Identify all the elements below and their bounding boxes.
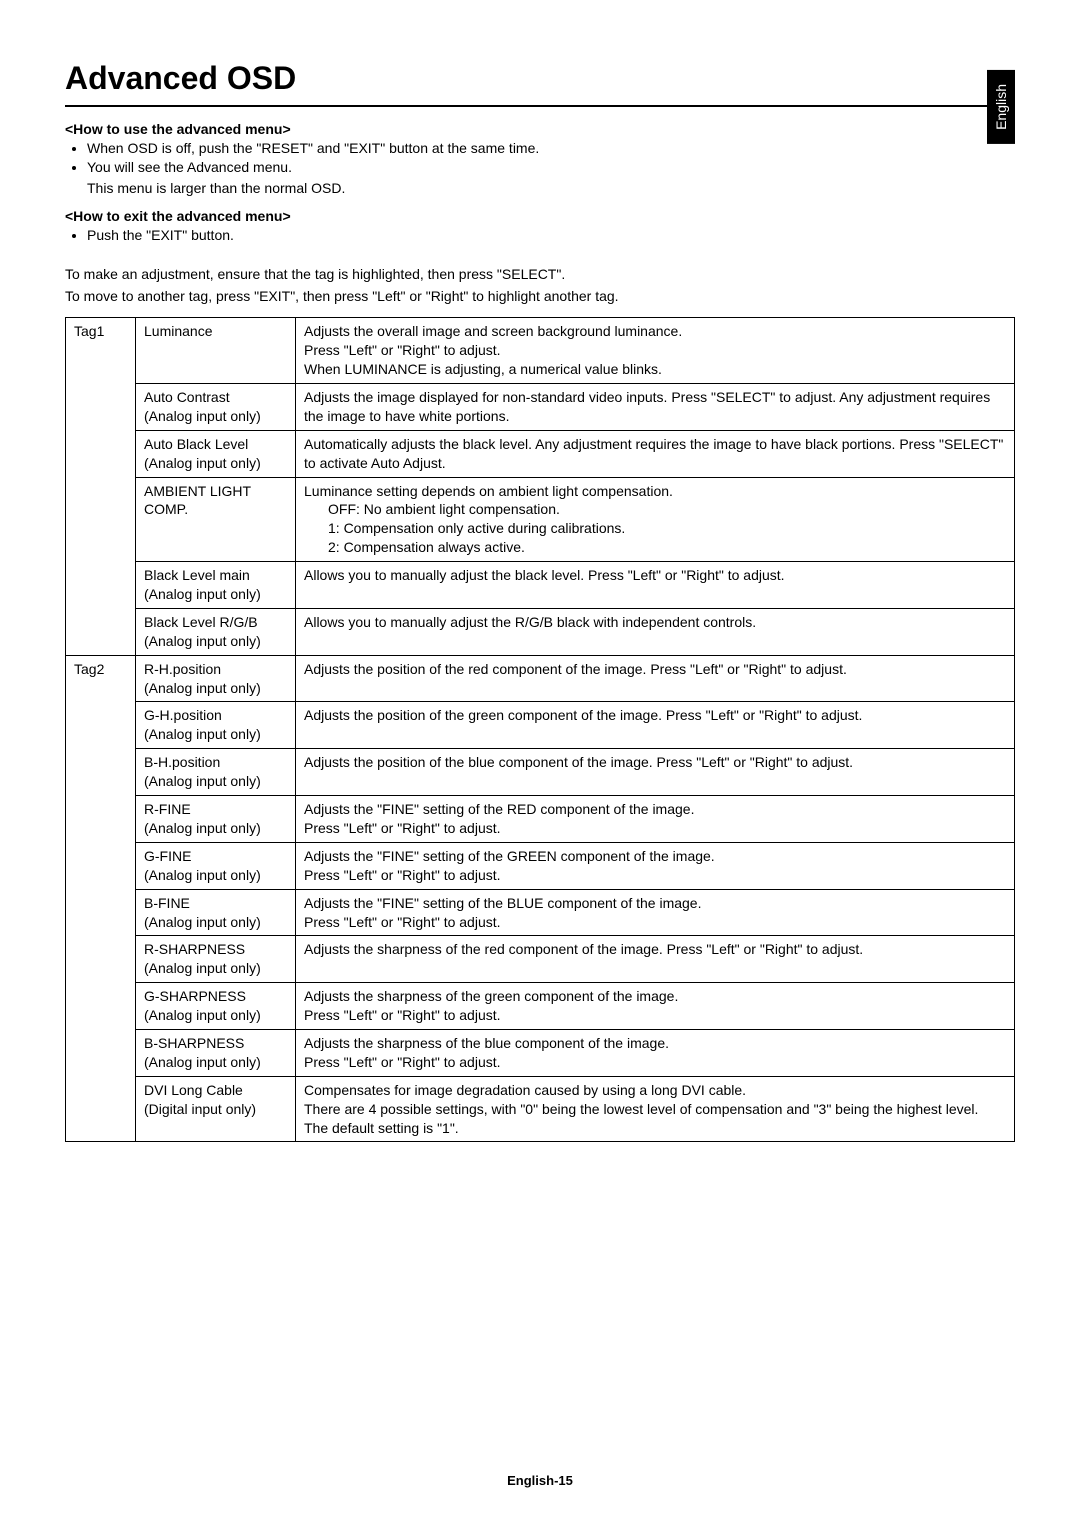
howto-exit-list: Push the "EXIT" button. [65, 226, 1015, 245]
setting-desc-cell: Adjusts the image displayed for non-stan… [296, 384, 1015, 431]
setting-desc-cell: Adjusts the sharpness of the red compone… [296, 936, 1015, 983]
setting-desc-cell: Adjusts the "FINE" setting of the BLUE c… [296, 889, 1015, 936]
setting-desc-cell: Automatically adjusts the black level. A… [296, 430, 1015, 477]
setting-desc-cell: Compensates for image degradation caused… [296, 1076, 1015, 1142]
setting-name-cell: R-SHARPNESS(Analog input only) [136, 936, 296, 983]
page-footer: English-15 [0, 1473, 1080, 1488]
setting-desc-cell: Luminance setting depends on ambient lig… [296, 477, 1015, 562]
setting-desc-cell: Adjusts the "FINE" setting of the RED co… [296, 796, 1015, 843]
table-row: Auto Black Level(Analog input only)Autom… [66, 430, 1015, 477]
intro-line-1: To make an adjustment, ensure that the t… [65, 266, 565, 282]
setting-desc-cell: Adjusts the "FINE" setting of the GREEN … [296, 842, 1015, 889]
howto-use-heading: <How to use the advanced menu> [65, 121, 1015, 137]
table-row: R-SHARPNESS(Analog input only)Adjusts th… [66, 936, 1015, 983]
table-row: Tag1LuminanceAdjusts the overall image a… [66, 318, 1015, 384]
howto-use-item: When OSD is off, push the "RESET" and "E… [87, 139, 1015, 158]
setting-desc-cell: Adjusts the sharpness of the green compo… [296, 983, 1015, 1030]
setting-desc-cell: Adjusts the position of the blue compone… [296, 749, 1015, 796]
table-row: AMBIENT LIGHT COMP.Luminance setting dep… [66, 477, 1015, 562]
setting-name-cell: Black Level R/G/B(Analog input only) [136, 608, 296, 655]
table-row: B-SHARPNESS(Analog input only)Adjusts th… [66, 1029, 1015, 1076]
table-row: B-H.position(Analog input only)Adjusts t… [66, 749, 1015, 796]
setting-name-cell: B-H.position(Analog input only) [136, 749, 296, 796]
table-row: G-FINE(Analog input only)Adjusts the "FI… [66, 842, 1015, 889]
setting-name-cell: R-H.position(Analog input only) [136, 655, 296, 702]
setting-desc-cell: Allows you to manually adjust the black … [296, 562, 1015, 609]
howto-use-item: You will see the Advanced menu. [87, 158, 1015, 177]
howto-exit-heading: <How to exit the advanced menu> [65, 208, 1015, 224]
setting-name-cell: Auto Contrast(Analog input only) [136, 384, 296, 431]
osd-table: Tag1LuminanceAdjusts the overall image a… [65, 317, 1015, 1142]
table-row: R-FINE(Analog input only)Adjusts the "FI… [66, 796, 1015, 843]
tag-cell: Tag1 [66, 318, 136, 655]
setting-name-cell: G-H.position(Analog input only) [136, 702, 296, 749]
setting-desc-cell: Adjusts the overall image and screen bac… [296, 318, 1015, 384]
setting-desc-cell: Adjusts the sharpness of the blue compon… [296, 1029, 1015, 1076]
table-row: G-SHARPNESS(Analog input only)Adjusts th… [66, 983, 1015, 1030]
table-row: Tag2R-H.position(Analog input only)Adjus… [66, 655, 1015, 702]
page-title: Advanced OSD [65, 60, 1015, 99]
table-row: B-FINE(Analog input only)Adjusts the "FI… [66, 889, 1015, 936]
howto-use-subline: This menu is larger than the normal OSD. [87, 179, 1015, 198]
setting-name-cell: R-FINE(Analog input only) [136, 796, 296, 843]
table-row: G-H.position(Analog input only)Adjusts t… [66, 702, 1015, 749]
howto-exit-item: Push the "EXIT" button. [87, 226, 1015, 245]
setting-name-cell: B-SHARPNESS(Analog input only) [136, 1029, 296, 1076]
howto-use-list: When OSD is off, push the "RESET" and "E… [65, 139, 1015, 177]
intro-text: To make an adjustment, ensure that the t… [65, 263, 1015, 308]
setting-name-cell: Auto Black Level(Analog input only) [136, 430, 296, 477]
setting-name-cell: B-FINE(Analog input only) [136, 889, 296, 936]
setting-name-cell: AMBIENT LIGHT COMP. [136, 477, 296, 562]
title-rule [65, 105, 1015, 107]
tag-cell: Tag2 [66, 655, 136, 1142]
table-row: DVI Long Cable(Digital input only)Compen… [66, 1076, 1015, 1142]
table-row: Auto Contrast(Analog input only)Adjusts … [66, 384, 1015, 431]
language-tab: English [987, 70, 1015, 144]
setting-name-cell: Luminance [136, 318, 296, 384]
page: Advanced OSD <How to use the advanced me… [0, 0, 1080, 1182]
setting-name-cell: DVI Long Cable(Digital input only) [136, 1076, 296, 1142]
table-row: Black Level main(Analog input only)Allow… [66, 562, 1015, 609]
intro-line-2: To move to another tag, press "EXIT", th… [65, 288, 619, 304]
setting-desc-cell: Adjusts the position of the red componen… [296, 655, 1015, 702]
setting-name-cell: G-SHARPNESS(Analog input only) [136, 983, 296, 1030]
table-row: Black Level R/G/B(Analog input only)Allo… [66, 608, 1015, 655]
setting-desc-cell: Allows you to manually adjust the R/G/B … [296, 608, 1015, 655]
setting-desc-cell: Adjusts the position of the green compon… [296, 702, 1015, 749]
setting-name-cell: G-FINE(Analog input only) [136, 842, 296, 889]
setting-name-cell: Black Level main(Analog input only) [136, 562, 296, 609]
